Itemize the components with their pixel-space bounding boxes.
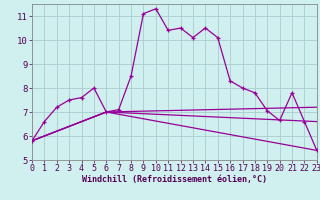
X-axis label: Windchill (Refroidissement éolien,°C): Windchill (Refroidissement éolien,°C) bbox=[82, 175, 267, 184]
